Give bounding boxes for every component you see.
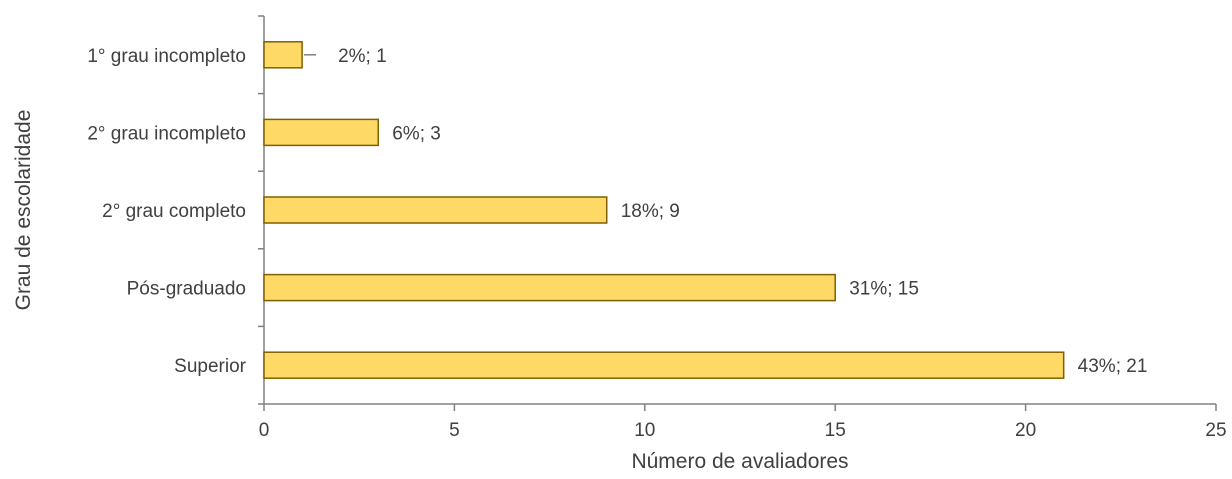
data-label: 6%; 3	[392, 123, 441, 144]
bar	[263, 196, 608, 224]
data-label: 31%; 15	[849, 279, 919, 300]
bars	[263, 41, 1065, 379]
y-axis-title: Grau de escolaridade	[12, 110, 35, 311]
bar	[263, 41, 303, 69]
x-tick-label: 0	[259, 420, 270, 441]
labels: 0 5 10 15 20 25 1° grau incompleto 2%; 1 2° grau…	[87, 46, 1226, 441]
category-label: 2° grau completo	[102, 201, 246, 222]
bar	[263, 351, 1065, 379]
x-axis-title: Número de avaliadores	[631, 450, 848, 473]
category-label: 1° grau incompleto	[87, 46, 246, 67]
data-label: 43%; 21	[1078, 356, 1148, 377]
data-label: 2%; 1	[338, 46, 387, 67]
bar	[263, 118, 379, 147]
x-tick-label: 15	[825, 420, 846, 441]
category-label: Superior	[174, 356, 246, 377]
x-tick-label: 25	[1205, 420, 1226, 441]
category-label: Pós-graduado	[127, 279, 246, 300]
x-tick-label: 10	[634, 420, 655, 441]
x-tick-label: 20	[1015, 420, 1036, 441]
bar	[263, 273, 836, 302]
x-tick-label: 5	[449, 420, 460, 441]
data-label: 18%; 9	[621, 201, 680, 222]
category-label: 2° grau incompleto	[87, 123, 246, 144]
